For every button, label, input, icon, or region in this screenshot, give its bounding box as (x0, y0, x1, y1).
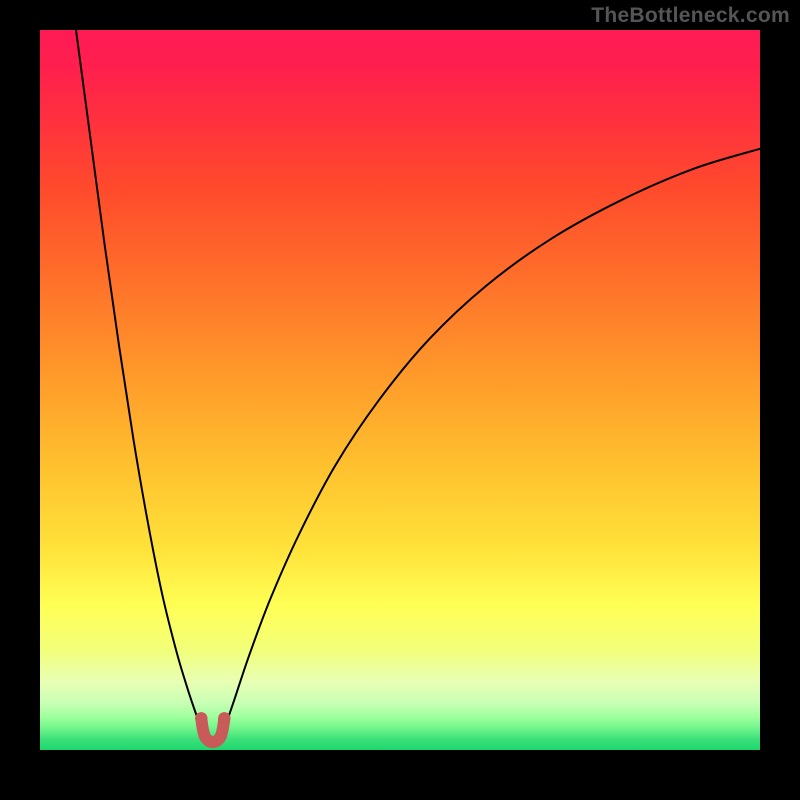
valley-dot (218, 712, 230, 724)
valley-dot (195, 712, 207, 724)
plot-area-background (40, 30, 760, 750)
chart-svg (0, 0, 800, 800)
chart-canvas: TheBottleneck.com (0, 0, 800, 800)
watermark-text: TheBottleneck.com (591, 4, 790, 28)
